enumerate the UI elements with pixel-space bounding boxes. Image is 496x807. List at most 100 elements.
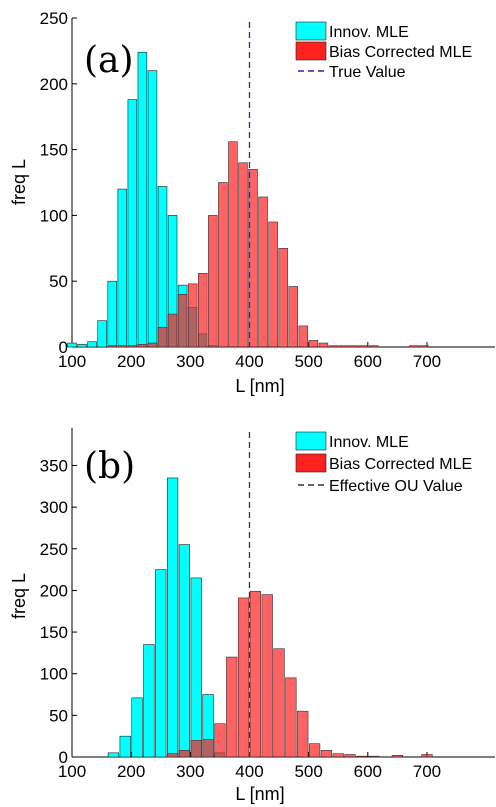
panel-a-innov-bar xyxy=(97,320,107,348)
panel-a-bias-bar xyxy=(208,215,218,348)
panel-a-bias-bar xyxy=(368,345,379,348)
panel-a-bias-bar xyxy=(127,345,138,348)
panel-a-innov-bar xyxy=(67,342,77,348)
panel-b-bias-bar xyxy=(332,753,344,758)
panel-a-bias-bar xyxy=(248,169,258,348)
panel-a-xlabel: L [nm] xyxy=(235,376,284,396)
panel-a-bias-bar xyxy=(338,345,349,348)
panel-b-bias-bar xyxy=(421,754,433,758)
panel-b-bias-bar xyxy=(261,594,273,758)
panel-b-innov-bar xyxy=(143,644,155,758)
panel-a-label: (a) xyxy=(84,40,134,81)
panel-b-bias-bar xyxy=(226,656,238,758)
panel-b-y-tick-label: 50 xyxy=(49,706,68,725)
panel-a-legend-label: Innov. MLE xyxy=(329,24,409,41)
panel-b-x-tick-label: 200 xyxy=(117,762,145,781)
panel-b-legend-label: Bias Corrected MLE xyxy=(329,456,472,473)
panel-a-legend-label: Bias Corrected MLE xyxy=(329,44,472,61)
panel-a-bias-bar xyxy=(177,294,188,348)
panel-a-bias-bar xyxy=(298,325,309,348)
panel-b-bias-bar xyxy=(214,723,226,758)
panel-a-y-tick-label: 0 xyxy=(59,338,68,357)
panel-a-bias-bar xyxy=(117,345,128,348)
panel-a-x-tick-label: 600 xyxy=(354,352,382,371)
panel-a-y-tick-label: 50 xyxy=(49,272,68,291)
panel-a-innov-bar xyxy=(117,188,128,348)
panel-b-bias-bar xyxy=(285,677,297,758)
panel-a-legend: Innov. MLE Bias Corrected MLE True Value xyxy=(295,21,472,81)
panel-a-innov-bar xyxy=(137,51,148,348)
panel-a-innov-bar xyxy=(77,344,87,348)
panel-b-bias-bar xyxy=(202,739,214,758)
panel-b-innov-bar xyxy=(190,577,202,758)
panel-a-legend-swatch xyxy=(295,41,327,61)
panel-b-y-tick-label: 100 xyxy=(40,665,68,684)
panel-b-bias-bar xyxy=(356,755,368,758)
panel-b-bias-bar xyxy=(249,590,262,758)
panel-a-innov-bar xyxy=(87,341,97,348)
panel-a-innov-bar xyxy=(147,70,158,348)
panel-b-y-tick-label: 200 xyxy=(40,581,68,600)
panel-b-innov-bar xyxy=(107,752,120,758)
panel-b-y-tick-label: 150 xyxy=(40,623,68,642)
panel-a-y-tick-label: 200 xyxy=(40,75,68,94)
panel-a-bias-bar xyxy=(348,345,359,348)
panel-b-y-tick-label: 300 xyxy=(40,498,68,517)
panel-a-bias-bar xyxy=(187,283,198,348)
panel-b-x-tick-label: 300 xyxy=(176,762,204,781)
panel-a-bias-bar xyxy=(328,345,339,348)
panel-a-x-tick-label: 100 xyxy=(58,352,86,371)
panel-b-x-tick-label: 100 xyxy=(58,762,86,781)
panel-a-bias-bar xyxy=(137,344,148,348)
panel-b-bias-bar xyxy=(178,750,191,758)
panel-a-bias-bar xyxy=(107,345,117,348)
panel-a-bias-bar xyxy=(228,141,238,348)
panel-a-bias-bar xyxy=(358,345,369,348)
panel-a-bias-bar xyxy=(198,273,208,348)
panel-b-x-tick-label: 500 xyxy=(294,762,322,781)
panel-b-x-tick-label: 700 xyxy=(413,762,441,781)
panel-a-x-tick-label: 200 xyxy=(117,352,145,371)
panel-a-ylabel: freq L xyxy=(9,159,29,205)
panel-a-x-tick-label: 400 xyxy=(235,352,263,371)
panel-b-xlabel: L [nm] xyxy=(235,784,284,804)
panel-b-innov-bar xyxy=(166,477,179,758)
panel-b-legend-label: Effective OU Value xyxy=(329,478,463,495)
panel-a-bias-bar xyxy=(167,313,178,348)
panel-a-legend-label: True Value xyxy=(329,64,406,81)
panel-b-bias-bar xyxy=(368,755,380,758)
panel-a-y-tick-label: 100 xyxy=(40,206,68,225)
panel-b-innov-bar xyxy=(131,697,143,758)
panel-b-legend-swatch xyxy=(295,453,327,473)
panel-b-x-tick-label: 600 xyxy=(354,762,382,781)
panel-a-bias-bar xyxy=(238,162,248,348)
panel-b-y-tick-label: 250 xyxy=(40,540,68,559)
panel-b-bias-bar xyxy=(166,753,179,758)
panel-a-x-tick-label: 700 xyxy=(413,352,441,371)
panel-b-bias-bar xyxy=(308,743,321,758)
panel-b-y-tick-label: 350 xyxy=(40,456,68,475)
panel-a-chart: (a) L [nm] freq L 0 50 100 150 200 250 100 200 3… xyxy=(9,9,495,396)
panel-b-legend-swatch xyxy=(295,431,327,451)
panel-b-bias-bar xyxy=(320,750,333,758)
panel-b-y-tick-label: 0 xyxy=(59,748,68,767)
panel-b-innov-bar xyxy=(178,544,191,758)
panel-b-legend-label: Innov. MLE xyxy=(329,434,409,451)
panel-b-ylabel: freq L xyxy=(9,573,29,619)
panel-b-innov-bar xyxy=(155,569,167,758)
panel-b-bias-bar xyxy=(391,755,404,758)
panel-a-bias-bar xyxy=(258,196,268,348)
panel-b-legend: Innov. MLE Bias Corrected MLE Effective OU… xyxy=(295,431,472,495)
panel-a-innov-bar xyxy=(107,280,117,348)
panel-a-innov-bar xyxy=(127,99,138,348)
panel-b-bias-bar xyxy=(237,597,250,758)
panel-a-bias-bar xyxy=(268,221,278,348)
panel-a-bias-bar xyxy=(278,248,288,348)
panel-a-innov-bar xyxy=(157,186,168,348)
panel-a-bias-bar xyxy=(409,345,419,348)
panel-a-y-tick-label: 150 xyxy=(40,141,68,160)
panel-a-x-tick-label: 300 xyxy=(176,352,204,371)
panel-b-label: (b) xyxy=(84,446,135,487)
panel-b-bias-bar xyxy=(273,648,285,758)
